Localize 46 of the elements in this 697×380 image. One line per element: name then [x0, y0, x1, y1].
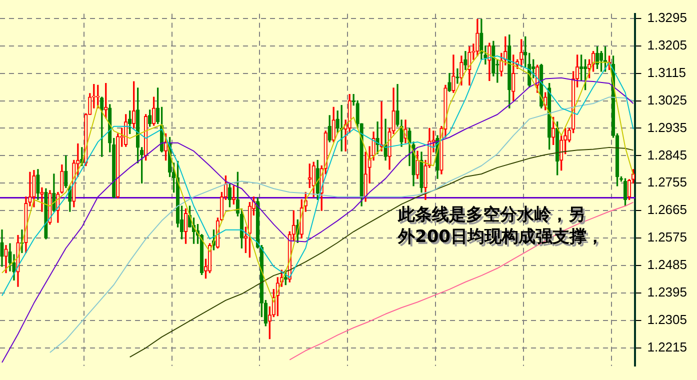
candlestick: [36, 169, 40, 200]
candlestick: [328, 115, 332, 142]
y-tick-label: 1.3115: [647, 64, 686, 80]
y-tick-label: 1.2755: [647, 174, 688, 190]
annotation: 外200日均现构成强支撑，: [398, 226, 604, 248]
candlestick: [468, 46, 472, 86]
candlestick: [100, 96, 104, 157]
candlestick: [52, 174, 56, 212]
candlestick: [40, 187, 44, 212]
y-tick-label: 1.2845: [647, 147, 688, 162]
candlestick: [464, 51, 468, 70]
candlestick: [384, 118, 388, 161]
candlestick: [44, 188, 48, 240]
candlestick: [623, 178, 628, 206]
y-tick-label: 1.2305: [647, 312, 688, 328]
candlestick: [476, 18, 480, 56]
candlestick: [228, 182, 232, 208]
candlestick: [420, 152, 424, 193]
candlestick: [448, 72, 452, 92]
candlestick: [32, 170, 36, 208]
candlestick: [460, 56, 464, 86]
candlestick: [152, 96, 156, 126]
y-tick-label: 1.3025: [647, 92, 688, 108]
candlestick: [148, 110, 152, 127]
candlestick: [308, 164, 312, 188]
y-tick-label: 1.2485: [647, 257, 688, 272]
y-tick-label: 1.2665: [647, 202, 688, 218]
y-tick-label: 1.3295: [647, 10, 688, 25]
candlestick: [4, 245, 8, 274]
candlestick: [132, 81, 136, 129]
y-tick-label: 1.2395: [647, 284, 688, 300]
y-tick-label: 1.2935: [647, 120, 688, 135]
y-tick-label: 1.2575: [647, 230, 688, 245]
candlestick: [128, 110, 132, 134]
candlestick: [332, 106, 336, 142]
candlestick: [520, 39, 524, 68]
candlestick: [184, 208, 188, 244]
candlestick: [64, 155, 68, 188]
y-tick-label: 1.3205: [647, 37, 688, 52]
y-tick-label: 1.2215: [647, 339, 688, 354]
candlestick: [512, 54, 516, 102]
candlestick: [48, 190, 52, 225]
candlestick: [416, 150, 420, 179]
candlestick: [452, 54, 456, 93]
candlestick: [456, 68, 460, 84]
annotation: 此条线是多空分水岭，另: [398, 204, 586, 226]
